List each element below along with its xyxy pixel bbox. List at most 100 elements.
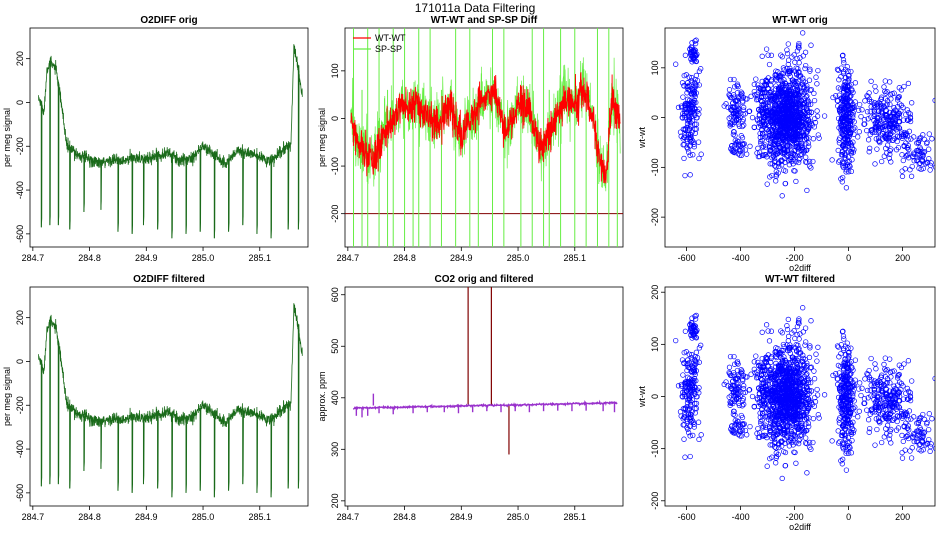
scatter-point <box>793 178 799 185</box>
scatter-point <box>874 397 880 403</box>
scatter-point <box>799 120 805 126</box>
scatter-point <box>926 411 932 417</box>
scatter-point <box>802 65 808 72</box>
scatter-point <box>877 379 884 386</box>
scatter-point <box>781 343 787 350</box>
scatter-point <box>690 139 697 145</box>
x-tick-label: 0 <box>846 253 851 263</box>
scatter-point <box>792 81 798 87</box>
scatter-point <box>759 406 765 413</box>
scatter-point <box>883 415 889 421</box>
scatter-point <box>794 126 801 133</box>
scatter-point <box>689 369 695 376</box>
scatter-point <box>842 433 849 439</box>
scatter-point <box>784 323 790 329</box>
scatter-point <box>696 155 702 162</box>
x-tick-label: 200 <box>895 512 910 522</box>
y-tick-label: -200 <box>15 137 25 155</box>
scatter-point <box>734 97 740 103</box>
scatter-point <box>729 423 735 429</box>
scatter-point <box>834 66 841 73</box>
scatter-point <box>775 124 781 131</box>
scatter-point <box>873 88 879 94</box>
scatter-point <box>755 374 761 380</box>
scatter-point <box>781 96 787 103</box>
scatter-point <box>682 110 688 117</box>
scatter-point <box>848 429 854 435</box>
scatter-point <box>692 391 698 397</box>
x-tick-label: 284.9 <box>135 253 158 263</box>
scatter-point <box>849 437 855 444</box>
panel-title: CO2 orig and filtered <box>435 274 534 285</box>
scatter-point <box>798 89 805 95</box>
scatter-point <box>773 445 779 451</box>
scatter-point <box>776 387 782 394</box>
y-tick-label: 0 <box>650 394 660 399</box>
scatter-point <box>769 155 775 161</box>
scatter-point <box>929 416 935 422</box>
scatter-point <box>888 146 894 152</box>
scatter-point <box>894 418 900 425</box>
y-tick-label: 100 <box>330 63 340 78</box>
scatter-point <box>731 84 738 90</box>
scatter-point <box>680 422 686 428</box>
scatter-point <box>890 390 896 396</box>
scatter-point <box>762 414 769 420</box>
scatter-point <box>865 395 871 401</box>
scatter-point <box>760 363 766 369</box>
scatter-point <box>882 374 889 380</box>
scatter-point <box>741 383 747 389</box>
scatter-point <box>850 126 857 132</box>
scatter-point <box>730 427 737 434</box>
scatter-point <box>844 161 851 167</box>
scatter-point <box>793 124 799 130</box>
scatter-point <box>765 99 771 106</box>
scatter-cluster <box>747 305 836 482</box>
scatter-point <box>727 402 733 408</box>
scatter-point <box>883 131 890 137</box>
scatter-point <box>756 430 763 436</box>
x-tick-label: 284.7 <box>22 253 45 263</box>
scatter-point <box>801 383 807 389</box>
scatter-point <box>756 149 763 155</box>
scatter-point <box>927 162 934 169</box>
y-tick-label: -400 <box>15 181 25 199</box>
scatter-point <box>797 152 803 158</box>
scatter-point <box>784 108 790 114</box>
scatter-point <box>775 404 781 410</box>
scatter-point <box>882 78 888 84</box>
scatter-point <box>756 106 762 113</box>
scatter-cluster <box>687 37 700 65</box>
scatter-point <box>850 393 856 399</box>
scatter-point <box>776 163 782 170</box>
scatter-point <box>890 111 896 118</box>
scatter-point <box>922 161 929 167</box>
scatter-point <box>801 429 807 436</box>
scatter-point <box>875 393 881 399</box>
scatter-point <box>859 107 865 113</box>
scatter-point <box>815 67 821 74</box>
scatter-point <box>794 139 800 146</box>
scatter-point <box>872 361 878 367</box>
scatter-point <box>784 114 790 121</box>
scatter-point <box>726 87 733 93</box>
scatter-point <box>839 429 845 435</box>
scatter-point <box>684 83 690 89</box>
scatter-point <box>815 132 821 138</box>
scatter-point <box>883 368 889 374</box>
scatter-point <box>835 67 842 73</box>
scatter-point <box>907 397 914 404</box>
scatter-point <box>727 94 734 101</box>
scatter-point <box>767 148 773 155</box>
scatter-point <box>759 377 765 383</box>
scatter-point <box>839 142 846 149</box>
scatter-point <box>849 396 855 403</box>
y-tick-label: -200 <box>650 208 660 226</box>
scatter-point <box>772 126 778 132</box>
scatter-point <box>835 103 841 109</box>
scatter-point <box>855 134 861 140</box>
scatter-point <box>773 353 779 359</box>
scatter-point <box>730 369 737 376</box>
scatter-point <box>682 384 688 390</box>
scatter-point <box>890 403 896 409</box>
